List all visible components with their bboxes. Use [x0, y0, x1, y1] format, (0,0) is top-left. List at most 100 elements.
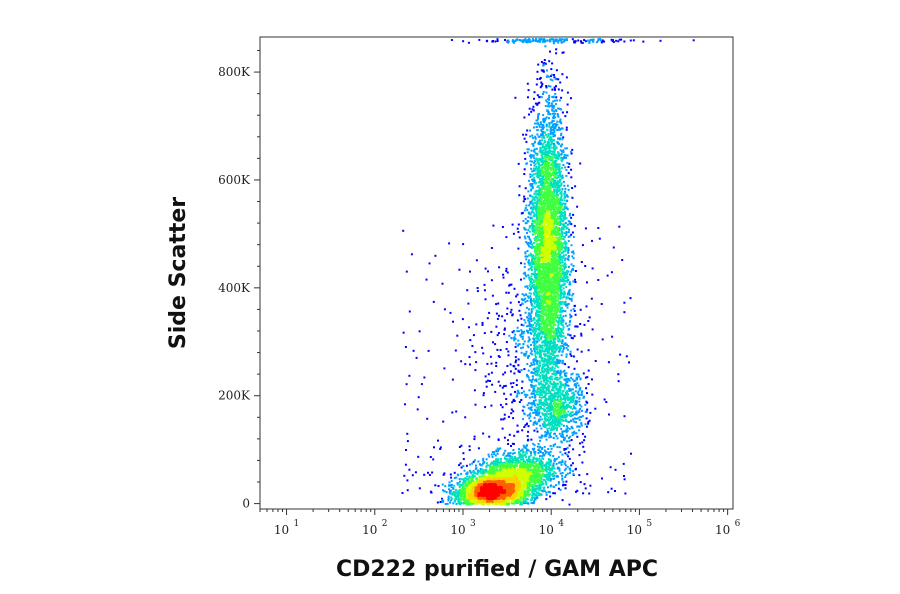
data-point	[525, 329, 528, 332]
data-point	[514, 345, 517, 348]
data-point	[539, 486, 542, 489]
data-point	[469, 339, 472, 342]
data-point	[606, 274, 609, 277]
data-point	[534, 225, 537, 228]
data-point	[494, 40, 497, 43]
data-point	[555, 378, 558, 381]
data-point	[554, 443, 557, 446]
data-point	[530, 288, 533, 291]
data-point	[584, 265, 587, 267]
data-point	[562, 212, 565, 214]
data-point	[568, 293, 571, 296]
data-point	[554, 338, 557, 341]
data-point	[538, 419, 541, 422]
data-point	[480, 472, 483, 475]
data-point	[533, 501, 536, 504]
data-point	[534, 262, 537, 264]
data-point	[538, 418, 541, 421]
data-point	[539, 195, 542, 198]
data-point	[549, 495, 552, 498]
data-point	[548, 337, 551, 340]
data-point	[549, 431, 552, 434]
data-point	[527, 356, 529, 359]
data-point	[548, 122, 551, 125]
data-point	[571, 414, 574, 417]
data-point	[501, 427, 504, 430]
data-point	[550, 347, 553, 350]
data-point	[558, 39, 561, 42]
data-point	[560, 427, 563, 430]
data-point	[502, 276, 505, 279]
data-point	[555, 170, 557, 173]
data-point	[564, 222, 567, 224]
data-point	[495, 325, 498, 328]
data-point	[486, 464, 489, 467]
data-point	[539, 482, 542, 485]
data-point	[552, 135, 555, 138]
data-point	[516, 424, 519, 427]
data-point	[559, 209, 562, 212]
data-point	[563, 448, 566, 451]
data-point	[512, 398, 515, 401]
data-point	[538, 150, 541, 153]
data-point	[539, 170, 542, 173]
data-point	[565, 297, 568, 300]
data-point	[555, 52, 558, 55]
data-point	[572, 392, 575, 395]
data-point	[559, 398, 562, 401]
data-point	[532, 198, 535, 201]
data-point	[535, 412, 538, 415]
data-point	[550, 362, 553, 365]
data-point	[533, 322, 536, 324]
data-point	[428, 474, 431, 476]
data-point	[561, 188, 564, 191]
data-point	[559, 222, 562, 225]
data-point	[566, 429, 568, 432]
data-point	[567, 270, 570, 273]
data-point	[450, 483, 453, 486]
data-point	[526, 502, 529, 505]
data-point	[518, 185, 521, 188]
data-point	[516, 457, 519, 460]
data-point	[563, 469, 566, 472]
data-point	[428, 262, 431, 265]
data-point	[547, 347, 550, 350]
data-point	[534, 306, 537, 309]
data-point	[541, 341, 544, 344]
data-point	[584, 227, 587, 230]
data-point	[575, 490, 577, 493]
data-point	[530, 211, 533, 214]
data-point	[534, 379, 536, 382]
data-point	[521, 392, 523, 394]
data-point	[417, 396, 420, 399]
data-point	[581, 461, 584, 464]
data-point	[597, 39, 599, 42]
data-point	[528, 225, 531, 228]
data-point	[559, 396, 562, 399]
data-point	[538, 408, 541, 411]
data-point	[527, 425, 530, 428]
data-point	[545, 493, 548, 496]
data-point	[560, 215, 563, 218]
data-point	[546, 473, 549, 476]
data-point	[538, 212, 541, 215]
data-point	[570, 176, 573, 179]
data-point	[481, 321, 484, 324]
data-point	[530, 188, 533, 191]
data-point	[486, 362, 489, 365]
data-point	[547, 164, 550, 167]
data-point	[551, 153, 554, 156]
data-point	[560, 228, 563, 231]
data-point	[550, 167, 553, 170]
data-point	[544, 161, 547, 164]
data-point	[535, 283, 538, 286]
data-point	[586, 408, 589, 411]
data-point	[490, 362, 493, 365]
data-point	[551, 96, 554, 98]
data-point	[599, 38, 602, 40]
data-point	[564, 166, 567, 169]
data-point	[531, 160, 534, 163]
data-point	[444, 503, 447, 505]
data-point	[568, 235, 571, 238]
data-point	[535, 328, 537, 331]
